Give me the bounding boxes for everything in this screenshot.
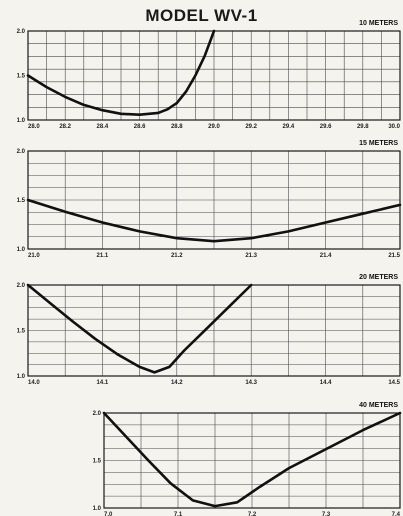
chart-1: 28.0 28.2 28.4 28.6 28.8 29.0 29.2 29.4 29.6 29.8… bbox=[17, 20, 401, 130]
x-tick-label: 14.0 bbox=[28, 380, 40, 386]
x-tick-label: 7.1 bbox=[174, 512, 183, 516]
x-tick-label: 28.4 bbox=[97, 124, 109, 130]
page-title: MODEL WV-1 bbox=[145, 6, 258, 25]
plot-frame bbox=[27, 284, 401, 377]
x-tick-label: 21.2 bbox=[171, 253, 183, 259]
x-tick-label: 14.4 bbox=[320, 380, 332, 386]
y-tick-label: 1.0 bbox=[17, 374, 26, 380]
swr-curve-series bbox=[26, 283, 253, 374]
x-tick-label: 21.5 bbox=[388, 253, 400, 259]
band-label: 20 METERS bbox=[359, 274, 398, 281]
chart-2: 21.0 21.1 21.2 21.3 21.4 21.5 1.0 1.5 2.0 15 METE… bbox=[17, 140, 402, 259]
y-tick-label: 1.0 bbox=[17, 247, 26, 253]
x-tick-label: 14.1 bbox=[97, 380, 109, 386]
band-label: 15 METERS bbox=[359, 140, 398, 147]
band-label: 10 METERS bbox=[359, 20, 398, 27]
x-tick-label: 7.0 bbox=[104, 512, 113, 516]
chart-3: 14.0 14.1 14.2 14.3 14.4 14.5 1.0 1.5 2.0 20 METE… bbox=[17, 274, 401, 386]
x-tick-label: 7.3 bbox=[322, 512, 331, 516]
x-tick-label: 14.5 bbox=[388, 380, 400, 386]
x-tick-label: 21.0 bbox=[28, 253, 40, 259]
x-tick-label: 29.4 bbox=[283, 124, 295, 130]
x-tick-label: 14.2 bbox=[171, 380, 183, 386]
x-tick-label: 29.6 bbox=[320, 124, 332, 130]
x-tick-label: 28.0 bbox=[28, 124, 40, 130]
swr-curve-series bbox=[26, 198, 402, 243]
y-tick-label: 2.0 bbox=[17, 149, 26, 155]
x-tick-label: 29.2 bbox=[245, 124, 257, 130]
x-tick-label: 28.2 bbox=[59, 124, 71, 130]
y-tick-label: 2.0 bbox=[17, 283, 26, 289]
y-tick-label: 1.0 bbox=[17, 118, 26, 124]
x-tick-label: 7.4 bbox=[392, 512, 401, 516]
x-tick-label: 21.3 bbox=[245, 253, 257, 259]
y-tick-label: 1.0 bbox=[93, 506, 102, 512]
y-tick-label: 2.0 bbox=[17, 29, 26, 35]
x-tick-label: 28.8 bbox=[171, 124, 183, 130]
x-tick-label: 21.4 bbox=[320, 253, 332, 259]
x-tick-label: 28.6 bbox=[134, 124, 146, 130]
band-label: 40 METERS bbox=[359, 402, 398, 409]
x-tick-label: 7.2 bbox=[248, 512, 257, 516]
y-tick-label: 1.5 bbox=[17, 198, 26, 204]
x-tick-label: 14.3 bbox=[245, 380, 257, 386]
x-tick-label: 21.1 bbox=[97, 253, 109, 259]
swr-curve-series bbox=[26, 29, 216, 116]
x-tick-label: 29.8 bbox=[357, 124, 369, 130]
swr-curve-series bbox=[102, 411, 402, 508]
y-tick-label: 1.5 bbox=[17, 74, 26, 80]
y-tick-label: 1.5 bbox=[17, 329, 26, 335]
chart-4: 7.0 7.1 7.2 7.3 7.4 1.0 1.5 2.0 40 METERS bbox=[93, 402, 402, 516]
y-tick-label: 2.0 bbox=[93, 411, 102, 417]
x-tick-label: 30.0 bbox=[388, 124, 400, 130]
plot-frame bbox=[103, 412, 401, 509]
x-tick-label: 29.0 bbox=[208, 124, 220, 130]
y-tick-label: 1.5 bbox=[93, 459, 102, 465]
